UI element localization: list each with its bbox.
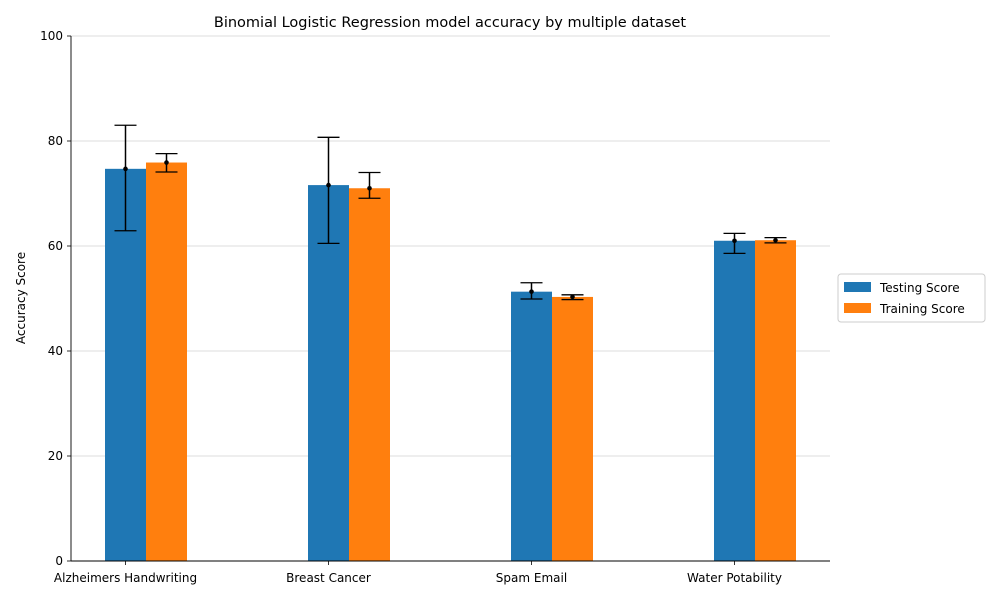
bar [349, 188, 390, 561]
y-tick-label: 40 [48, 344, 63, 358]
mean-point [123, 166, 128, 172]
legend-box [837, 273, 986, 323]
x-tick-label: Breast Cancer [286, 571, 371, 585]
mean-point [326, 182, 331, 188]
bar [308, 185, 349, 561]
x-tick-label: Spam Email [496, 571, 567, 585]
bar [146, 162, 187, 561]
bar [105, 168, 146, 561]
bar [755, 240, 796, 561]
y-tick-label: 0 [55, 554, 63, 568]
mean-point [773, 237, 778, 243]
bar [552, 296, 593, 561]
y-tick-label: 80 [48, 134, 63, 148]
x-tick-label: Alzheimers Handwriting [54, 571, 197, 585]
axes: 0 20 40 60 80 100 Alzheimers Handwriting Breast… [40, 29, 830, 585]
mean-point [164, 160, 169, 165]
chart-title: Binomial Logistic Regression model accur… [214, 15, 687, 31]
legend: Testing Score Training Score [837, 273, 986, 323]
legend-label: Training Score [879, 302, 965, 316]
x-tick-label: Water Potability [687, 571, 782, 585]
legend-label: Testing Score [879, 281, 960, 295]
bar [714, 240, 755, 561]
y-tick-label: 20 [48, 449, 63, 463]
error-bars [114, 124, 787, 301]
y-tick-label: 60 [48, 239, 63, 253]
mean-point [732, 238, 737, 244]
bars [105, 162, 796, 561]
mean-point [570, 294, 575, 300]
legend-swatch [844, 282, 871, 292]
legend-swatch [844, 303, 871, 313]
bar [511, 291, 552, 561]
mean-point [367, 185, 372, 191]
gridlines [71, 35, 830, 457]
mean-point [529, 289, 534, 294]
y-axis-title: Accuracy Score [14, 252, 28, 344]
y-tick-label: 100 [40, 29, 63, 43]
